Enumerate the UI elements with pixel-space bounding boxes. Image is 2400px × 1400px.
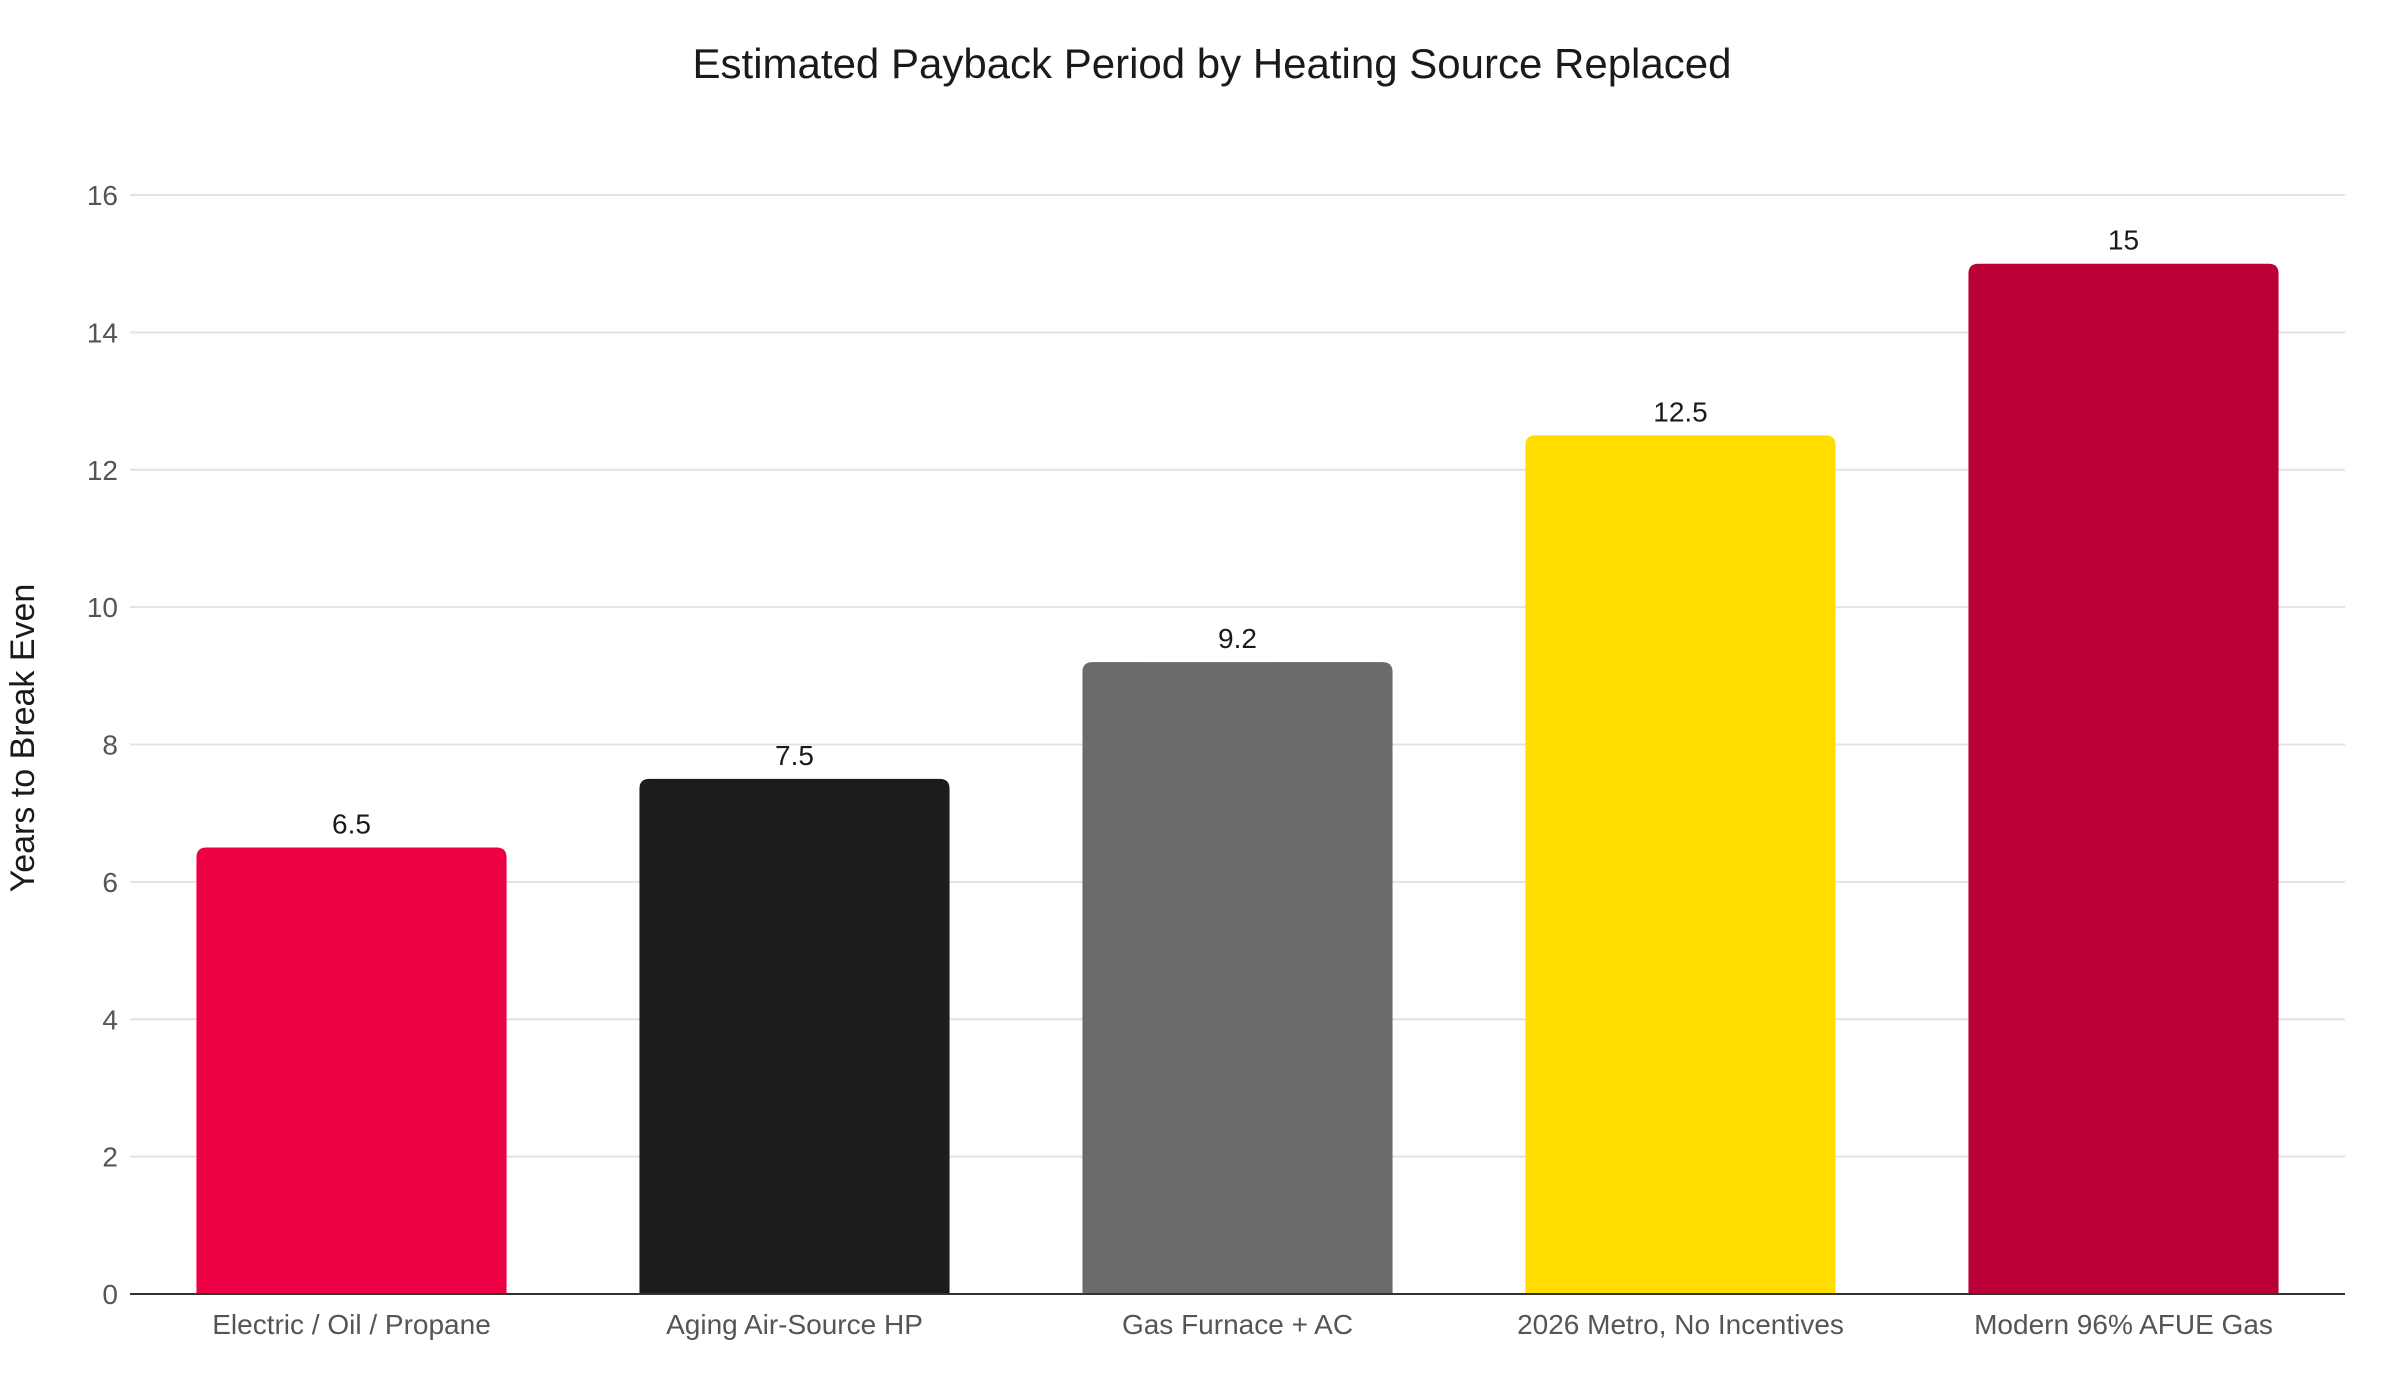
y-tick-label: 12	[87, 455, 118, 486]
y-tick-label: 10	[87, 592, 118, 623]
y-tick-label: 8	[102, 730, 118, 761]
y-axis-title: Years to Break Even	[4, 584, 42, 893]
y-tick-label: 14	[87, 317, 118, 348]
bar	[196, 847, 507, 1294]
chart-title: Estimated Payback Period by Heating Sour…	[693, 40, 1732, 87]
bar-value-label: 7.5	[775, 740, 814, 771]
bar	[639, 778, 950, 1294]
bars	[196, 263, 2279, 1294]
x-category-label: 2026 Metro, No Incentives	[1517, 1309, 1844, 1340]
bar-value-label: 12.5	[1653, 396, 1708, 427]
y-tick-label: 2	[102, 1142, 118, 1173]
bar-value-label: 6.5	[332, 809, 371, 840]
bar	[1968, 263, 2279, 1294]
y-tick-label: 4	[102, 1004, 118, 1035]
x-category-label: Electric / Oil / Propane	[212, 1309, 491, 1340]
bar	[1082, 662, 1393, 1294]
bar-value-label: 9.2	[1218, 623, 1257, 654]
bar	[1525, 435, 1836, 1294]
y-axis-ticks: 0 2 4 6 8 10 12 14 16	[87, 180, 118, 1310]
y-tick-label: 16	[87, 180, 118, 211]
x-axis-categories: Electric / Oil / Propane Aging Air-Source…	[212, 1309, 2273, 1340]
x-category-label: Gas Furnace + AC	[1122, 1309, 1353, 1340]
data-labels: 6.5 7.5 9.2 12.5 15	[332, 225, 2139, 840]
y-tick-label: 6	[102, 867, 118, 898]
y-tick-label: 0	[102, 1279, 118, 1310]
x-category-label: Modern 96% AFUE Gas	[1974, 1309, 2273, 1340]
bar-value-label: 15	[2108, 225, 2139, 256]
x-category-label: Aging Air-Source HP	[666, 1309, 923, 1340]
